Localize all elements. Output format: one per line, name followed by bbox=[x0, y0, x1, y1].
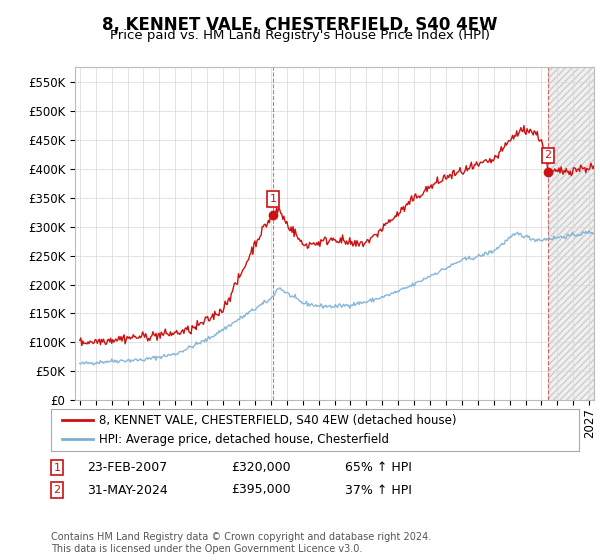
Text: 1: 1 bbox=[53, 463, 61, 473]
Text: 1: 1 bbox=[270, 194, 277, 204]
Text: 23-FEB-2007: 23-FEB-2007 bbox=[87, 461, 167, 474]
Text: 31-MAY-2024: 31-MAY-2024 bbox=[87, 483, 168, 497]
Text: £395,000: £395,000 bbox=[231, 483, 290, 497]
Text: 8, KENNET VALE, CHESTERFIELD, S40 4EW: 8, KENNET VALE, CHESTERFIELD, S40 4EW bbox=[102, 16, 498, 34]
Text: HPI: Average price, detached house, Chesterfield: HPI: Average price, detached house, Ches… bbox=[98, 433, 389, 446]
Text: Price paid vs. HM Land Registry's House Price Index (HPI): Price paid vs. HM Land Registry's House … bbox=[110, 29, 490, 42]
Text: 2: 2 bbox=[53, 485, 61, 495]
Bar bbox=[548, 50, 594, 400]
Text: £320,000: £320,000 bbox=[231, 461, 290, 474]
Text: 65% ↑ HPI: 65% ↑ HPI bbox=[345, 461, 412, 474]
Text: 8, KENNET VALE, CHESTERFIELD, S40 4EW (detached house): 8, KENNET VALE, CHESTERFIELD, S40 4EW (d… bbox=[98, 414, 456, 427]
Text: 2: 2 bbox=[545, 150, 552, 160]
Text: 37% ↑ HPI: 37% ↑ HPI bbox=[345, 483, 412, 497]
Text: Contains HM Land Registry data © Crown copyright and database right 2024.
This d: Contains HM Land Registry data © Crown c… bbox=[51, 532, 431, 554]
